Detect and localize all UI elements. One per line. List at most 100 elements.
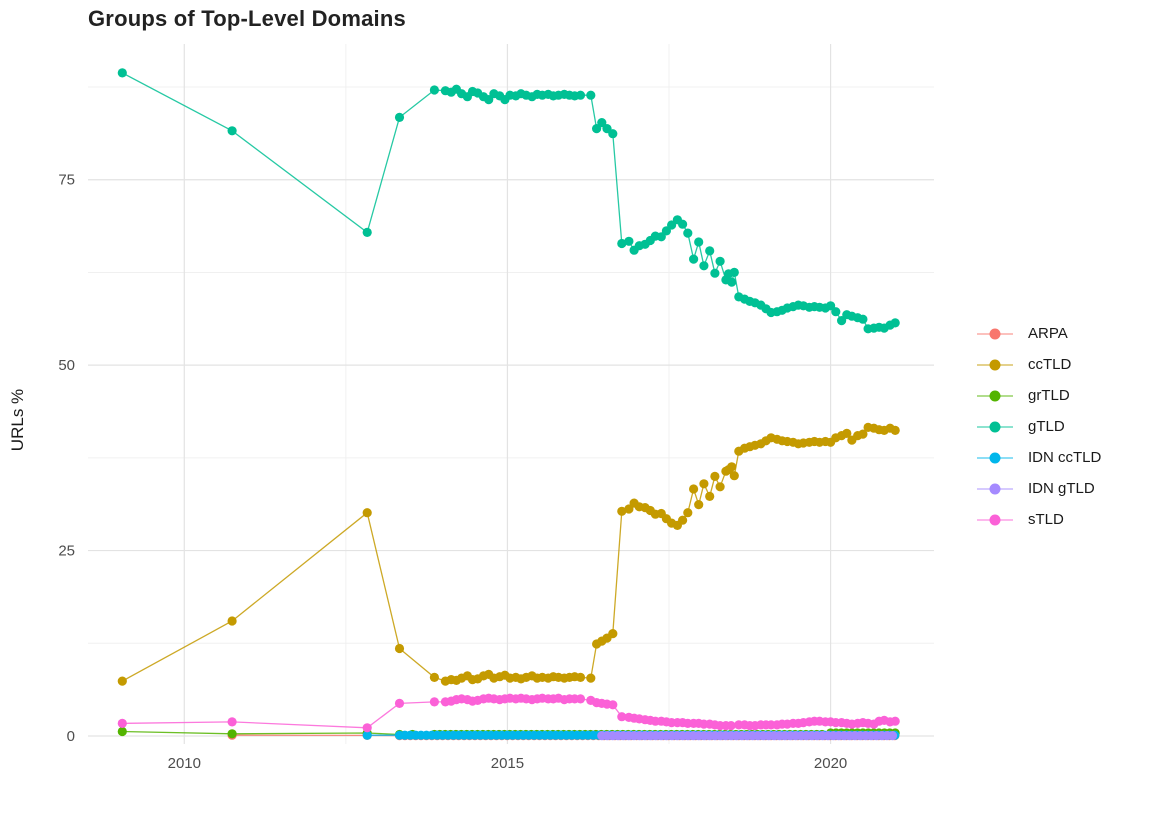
data-point: [117, 718, 127, 729]
data-point: [887, 731, 898, 741]
legend-key-icon: [977, 327, 1013, 341]
grid-minor: [88, 44, 934, 744]
data-point: [694, 500, 704, 510]
series-line-gtld: [121, 72, 896, 330]
legend-item-arpa: ARPA: [977, 318, 1101, 349]
y-tick-label: 50: [58, 357, 75, 374]
data-point: [837, 316, 847, 326]
legend-key-icon: [977, 451, 1013, 465]
x-tick-label: 2015: [491, 755, 524, 772]
legend-key-icon: [977, 420, 1013, 434]
data-point: [394, 112, 405, 122]
data-point: [726, 721, 736, 731]
data-point: [890, 425, 900, 435]
data-point: [117, 676, 127, 686]
legend-item-idn-cctld: IDN ccTLD: [977, 442, 1101, 473]
legend-key-icon: [977, 389, 1013, 403]
data-point: [890, 318, 900, 328]
data-point: [597, 118, 607, 128]
data-point: [705, 246, 715, 256]
y-tick-label: 25: [58, 543, 75, 560]
data-point: [715, 256, 725, 266]
chart-title: Groups of Top-Level Domains: [88, 6, 406, 31]
series-gtld: [117, 68, 900, 334]
data-point: [727, 462, 737, 472]
data-point: [484, 95, 494, 105]
data-point: [705, 491, 715, 501]
data-point: [617, 238, 627, 249]
legend-label: IDN ccTLD: [1028, 449, 1102, 466]
data-point: [117, 726, 127, 737]
data-point: [710, 471, 720, 481]
y-tick-label: 0: [67, 728, 75, 745]
data-point: [699, 479, 709, 489]
legend: ARPA ccTLD grTLD gTLD IDN ccTLD IDN gTLD sTLD: [977, 318, 1101, 535]
data-point: [661, 226, 672, 236]
data-point: [678, 515, 688, 525]
data-point: [729, 471, 739, 481]
legend-key-icon: [977, 482, 1013, 496]
data-point: [694, 237, 704, 247]
data-point: [575, 672, 586, 683]
data-point: [683, 228, 693, 238]
data-point: [227, 616, 237, 626]
data-point: [394, 643, 405, 654]
data-point: [608, 700, 618, 710]
legend-key-icon: [977, 358, 1013, 372]
data-point: [362, 227, 372, 237]
legend-label: sTLD: [1028, 511, 1064, 528]
data-point: [727, 277, 737, 287]
data-point: [699, 261, 709, 271]
data-point: [624, 236, 634, 246]
data-point: [842, 428, 852, 438]
data-point: [227, 729, 237, 739]
data-point: [429, 85, 439, 95]
legend-label: gTLD: [1028, 418, 1065, 435]
data-point: [608, 129, 618, 139]
series-stld: [117, 693, 900, 733]
legend-item-grtld: grTLD: [977, 380, 1101, 411]
y-tick-label: 75: [58, 172, 75, 189]
data-point: [362, 508, 372, 518]
data-point: [831, 307, 841, 317]
legend-item-gtld: gTLD: [977, 411, 1101, 442]
data-point: [710, 268, 720, 278]
data-point: [715, 482, 725, 492]
data-point: [689, 484, 699, 494]
data-point: [890, 716, 900, 726]
data-point: [586, 673, 596, 683]
data-point: [227, 717, 237, 727]
data-point: [117, 68, 127, 78]
data-point: [429, 672, 439, 683]
data-point: [575, 90, 586, 100]
legend-item-cctld: ccTLD: [977, 349, 1101, 380]
data-point: [617, 712, 627, 722]
legend-key-icon: [977, 513, 1013, 527]
data-point: [429, 697, 439, 707]
data-point: [592, 124, 602, 134]
data-point: [362, 723, 372, 733]
data-point: [858, 429, 868, 439]
x-tick-label: 2020: [814, 755, 847, 772]
legend-item-stld: sTLD: [977, 504, 1101, 535]
data-point: [678, 219, 688, 229]
data-point: [683, 508, 693, 518]
grid-major: [88, 44, 934, 744]
data-point: [826, 301, 836, 311]
data-point: [227, 126, 237, 136]
data-point: [586, 90, 596, 100]
data-point: [729, 267, 739, 277]
data-point: [689, 254, 699, 264]
data-point: [394, 698, 405, 709]
series-cctld: [117, 422, 900, 686]
data-point: [362, 730, 372, 740]
data-point: [858, 314, 868, 324]
series-idn-gtld: [597, 731, 898, 741]
legend-item-idn-gtld: IDN gTLD: [977, 473, 1101, 504]
legend-label: IDN gTLD: [1028, 480, 1095, 497]
legend-label: grTLD: [1028, 387, 1070, 404]
legend-label: ARPA: [1028, 325, 1068, 342]
data-point: [617, 506, 627, 516]
